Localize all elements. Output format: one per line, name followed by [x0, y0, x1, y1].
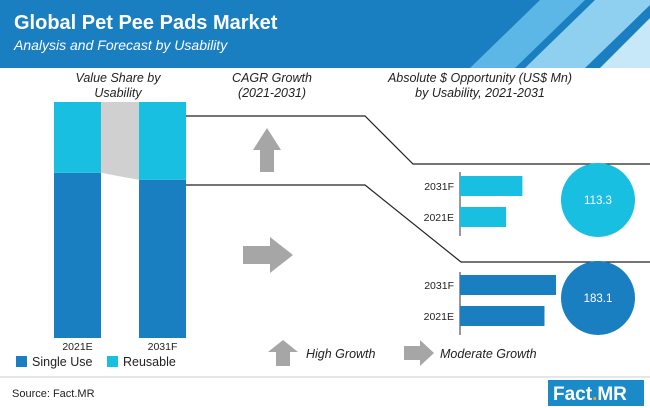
opportunity-bar-reusable-2021e — [460, 207, 507, 227]
opportunity-single-use-chart: 2031F 2021E — [424, 272, 556, 335]
opportunity-reusable-chart: 2031F 2021E — [424, 172, 523, 236]
reusable-total-value: 113.3 — [584, 195, 612, 207]
stacked-bars — [54, 102, 186, 338]
legend-swatch-single-use — [16, 356, 27, 367]
logo-background — [548, 380, 644, 406]
section-headings: Value Share by Usability CAGR Growth (20… — [75, 71, 572, 100]
opportunity-heading-line1: Absolute $ Opportunity (US$ Mn) — [387, 71, 572, 85]
moderate-growth-label: Moderate Growth — [440, 347, 537, 361]
opportunity-bar-single-use-2021e — [460, 306, 545, 326]
growth-legend: High Growth Moderate Growth — [268, 340, 537, 366]
header-stripe-3 — [600, 18, 650, 68]
tick-label-2031f: 2031F — [148, 341, 178, 353]
legend-swatch-reusable — [107, 356, 118, 367]
high-growth-label: High Growth — [306, 347, 376, 361]
opportunity-tick-single-use-2031f: 2031F — [424, 280, 454, 292]
bar-single-use-2021e — [54, 172, 101, 338]
high-growth-arrow-icon — [268, 340, 298, 366]
stacked-tick-labels: 2021E 2031F — [62, 341, 177, 353]
opportunity-bar-reusable-2031f — [460, 176, 523, 196]
header-banner: Global Pet Pee Pads Market Analysis and … — [0, 0, 650, 68]
header-stripe-1 — [470, 0, 585, 68]
logo-text: Fact.MR — [553, 384, 627, 405]
tick-label-2021e: 2021E — [62, 341, 92, 353]
value-share-heading-line2: Usability — [94, 86, 142, 100]
share-connector-band — [101, 102, 139, 180]
connector-line-reusable — [186, 115, 650, 165]
reusable-total-bubble — [561, 163, 635, 237]
cagr-heading-line2: (2021-2031) — [238, 86, 306, 100]
legend-label-reusable: Reusable — [123, 355, 176, 369]
arrow-right-icon — [243, 237, 293, 273]
value-share-heading-line1: Value Share by — [75, 71, 161, 85]
page-title: Global Pet Pee Pads Market — [14, 12, 278, 34]
source-text: Source: Fact.MR — [12, 388, 95, 400]
bar-single-use-2031f — [139, 179, 186, 338]
opportunity-tick-single-use-2021e: 2021E — [424, 311, 454, 323]
bar-reusable-2031f — [139, 102, 186, 180]
opportunity-tick-reusable-2021e: 2021E — [424, 212, 454, 224]
bar-reusable-2021e — [54, 102, 101, 173]
page-subtitle: Analysis and Forecast by Usability — [13, 37, 228, 53]
moderate-growth-arrow-icon — [404, 340, 434, 366]
factmr-logo: Fact.MR — [548, 380, 644, 406]
single-use-total-value: 183.1 — [584, 293, 613, 305]
value-share-chart: 2021E 2031F — [54, 102, 186, 353]
single-use-total-bubble — [561, 261, 635, 335]
legend-label-single-use: Single Use — [32, 355, 92, 369]
opportunity-heading-line2: by Usability, 2021-2031 — [415, 86, 545, 100]
series-legend: Single Use Reusable — [16, 355, 176, 369]
cagr-heading-line1: CAGR Growth — [232, 71, 312, 85]
opportunity-bar-single-use-2031f — [460, 275, 556, 295]
arrow-up-icon — [253, 128, 281, 172]
opportunity-tick-reusable-2031f: 2031F — [424, 181, 454, 193]
header-stripe-2 — [525, 0, 650, 68]
connector-line-single-use — [186, 184, 650, 263]
